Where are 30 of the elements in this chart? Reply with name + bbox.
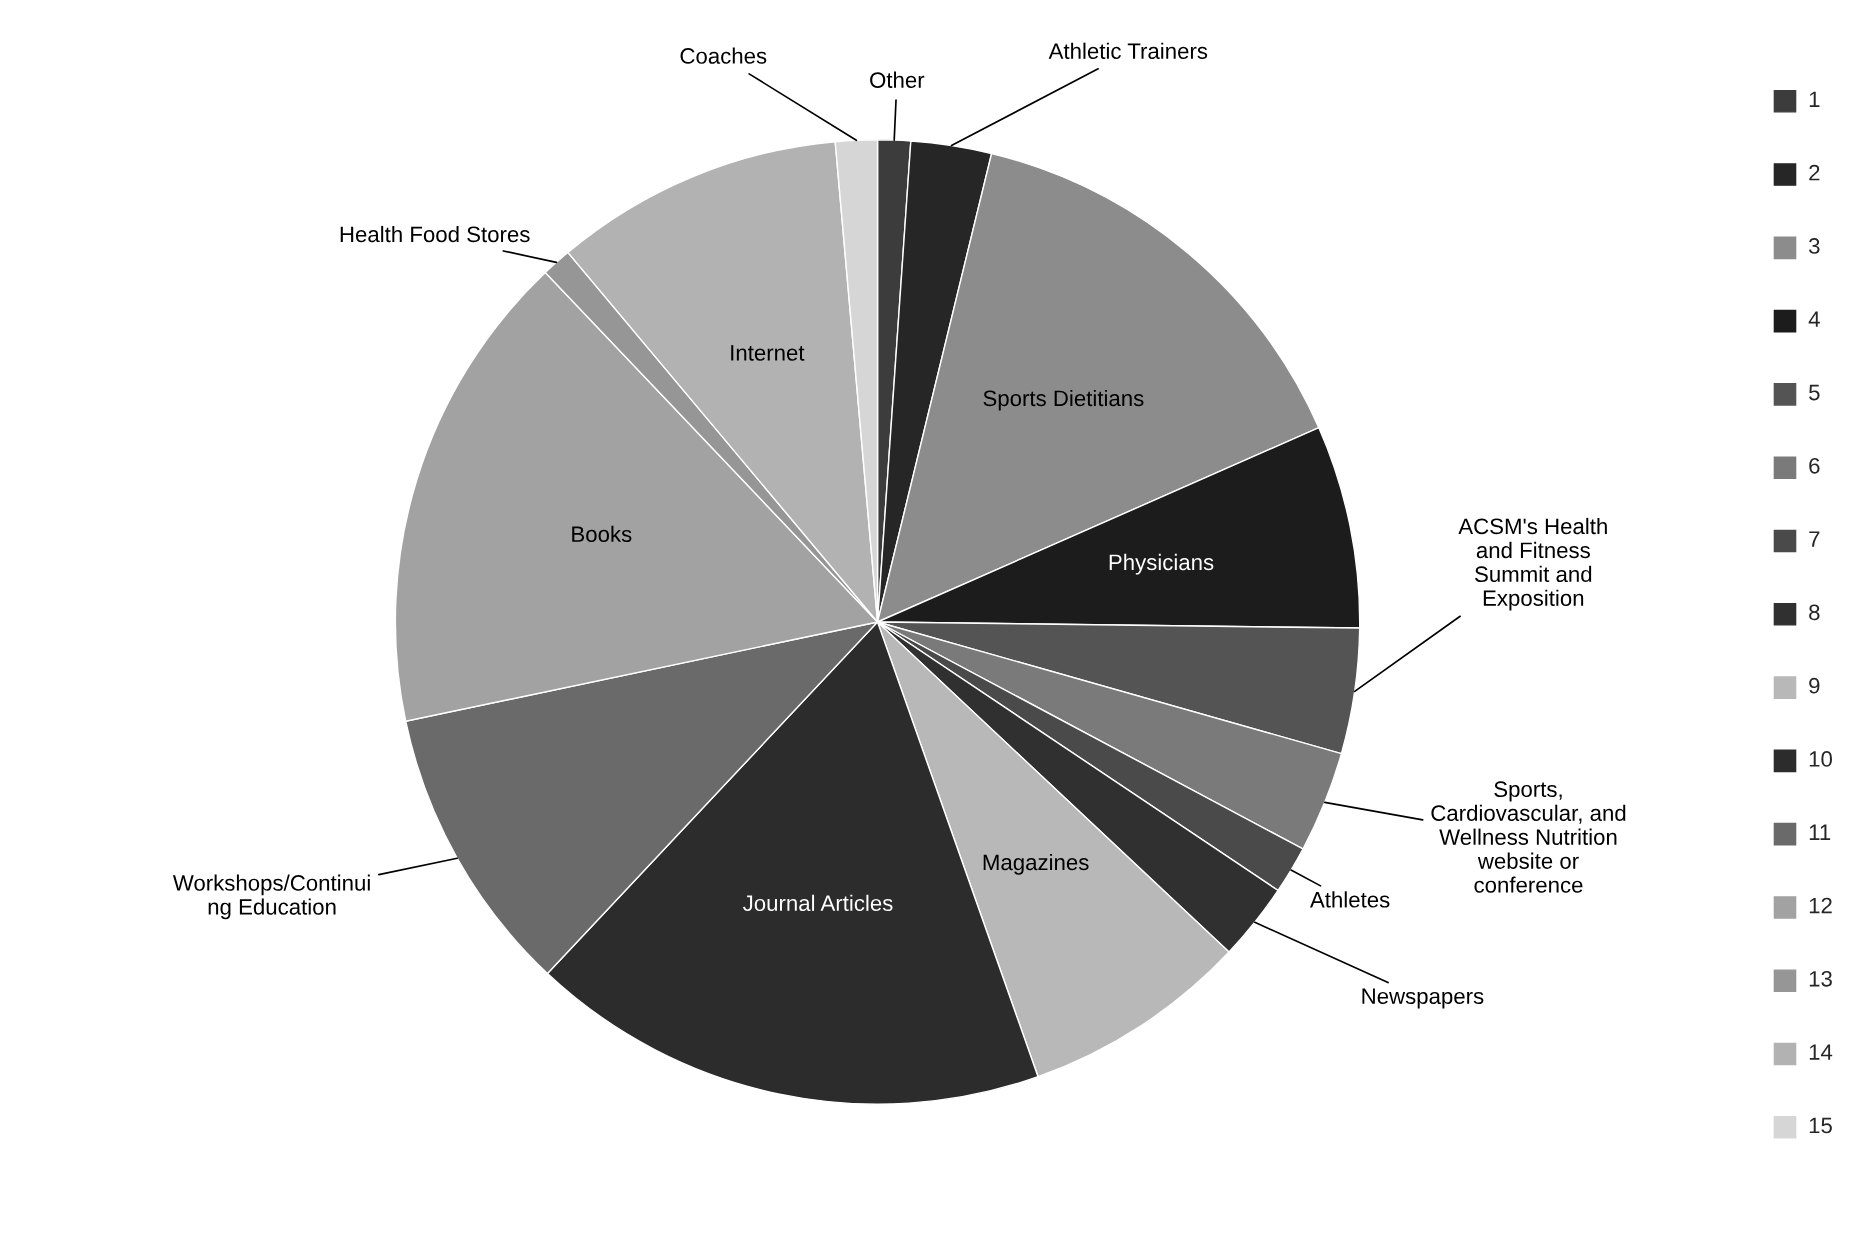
slice-label: Health Food Stores	[340, 225, 530, 243]
text: 14	[1809, 1044, 1833, 1060]
text: 9	[1809, 677, 1820, 694]
slice-label: Physicians	[1109, 553, 1214, 575]
slice-label: Newspapers	[1362, 988, 1484, 1009]
slice-label: Other	[870, 71, 925, 88]
slice-label: Magazines	[983, 853, 1089, 875]
slice-label: Athletic Trainers	[1048, 42, 1208, 59]
text: 6	[1809, 457, 1820, 474]
slice-label: Books	[572, 525, 632, 543]
text: 11	[1809, 824, 1831, 840]
text: 8	[1809, 604, 1820, 621]
slice-label: Internet	[731, 345, 805, 361]
text: 13	[1809, 970, 1832, 987]
slice-label: Sports, Cardiovascular, and Wellness Nutrition website or conference	[1431, 781, 1626, 893]
text: 3	[1808, 238, 1820, 254]
text: 10	[1809, 751, 1832, 767]
slice-label: ACSM's Health and Fitness Summit and Exposition	[1458, 517, 1607, 611]
text: 5	[1809, 384, 1820, 401]
text: 15	[1809, 1117, 1832, 1134]
slice-label: Journal Articles	[743, 894, 893, 912]
text: 12	[1809, 897, 1832, 914]
text: 7	[1809, 531, 1820, 547]
text: 4	[1808, 311, 1820, 327]
slice-label: Sports Dietitians	[983, 389, 1144, 411]
slice-label: Athletes	[1309, 891, 1390, 908]
text: 1	[1809, 91, 1820, 107]
slice-label: Coaches	[680, 47, 767, 64]
text: 2	[1809, 164, 1820, 181]
slice-label: Workshops/Continui ng Education	[172, 874, 370, 920]
